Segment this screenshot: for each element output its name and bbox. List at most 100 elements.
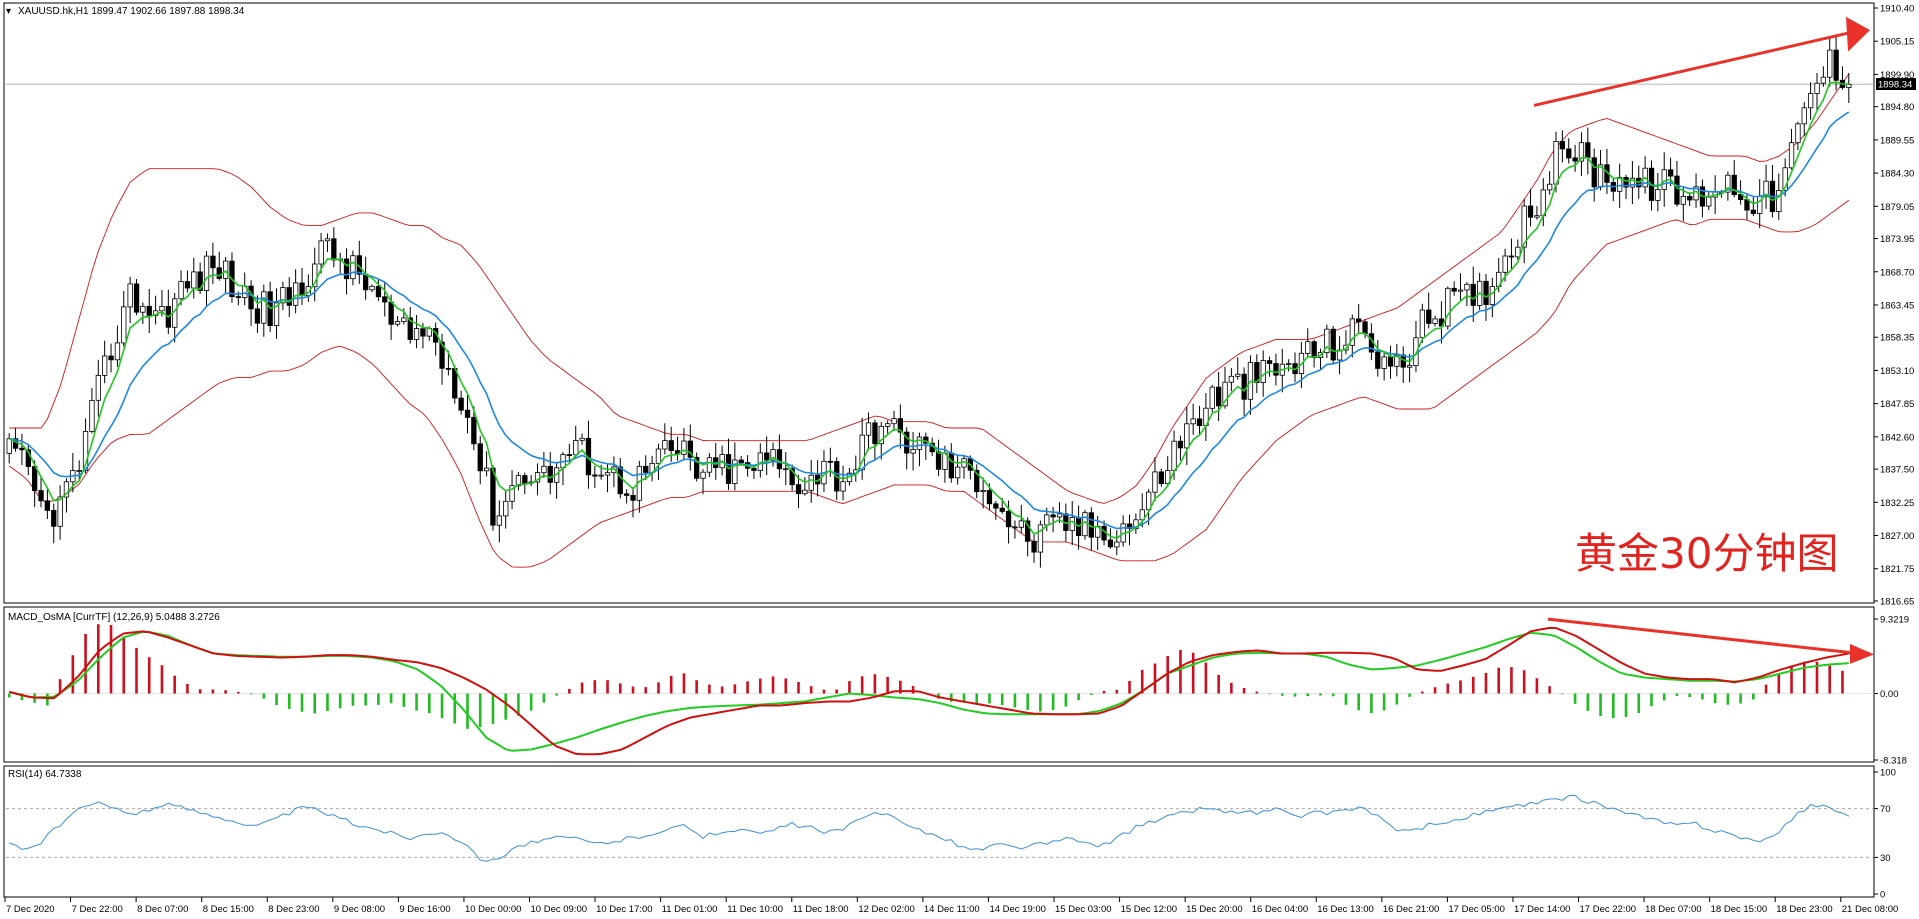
candle xyxy=(1190,403,1196,435)
candle xyxy=(1305,328,1311,357)
candle-body xyxy=(1158,471,1164,484)
candle-body xyxy=(1445,287,1451,327)
candle-body xyxy=(127,283,133,308)
candle xyxy=(1146,489,1152,525)
candle-body xyxy=(986,489,993,505)
time-axis-label: 9 Dec 08:00 xyxy=(334,904,385,915)
candle-body xyxy=(1056,513,1063,518)
candle-body xyxy=(114,342,121,361)
candle xyxy=(655,443,662,480)
candle-body xyxy=(776,449,783,470)
candle xyxy=(1273,353,1279,386)
candle xyxy=(280,281,286,311)
candle xyxy=(292,269,299,314)
candle-body xyxy=(1394,354,1400,367)
candle xyxy=(1515,239,1521,261)
candle xyxy=(1623,174,1629,200)
candle-body xyxy=(1082,512,1088,537)
candle-body xyxy=(955,466,961,479)
candle-body xyxy=(1591,157,1597,188)
candle xyxy=(1527,188,1534,227)
candle-body xyxy=(1846,83,1852,88)
candle-body xyxy=(197,271,203,291)
candle-body xyxy=(1623,176,1629,188)
candle-body xyxy=(1820,76,1826,84)
macd-trend-arrow xyxy=(1547,617,1853,655)
price-axis-label: 1879.05 xyxy=(1880,202,1914,213)
time-axis-label: 17 Dec 05:00 xyxy=(1448,904,1505,915)
candle-body xyxy=(573,439,579,456)
candle-body xyxy=(1585,142,1591,159)
candle xyxy=(95,359,101,417)
time-axis-label: 16 Dec 21:00 xyxy=(1383,904,1440,915)
candle-body xyxy=(312,263,318,288)
candle-body xyxy=(643,465,649,473)
candle-body xyxy=(76,470,82,472)
candle-body xyxy=(458,397,464,411)
candle-body xyxy=(916,436,923,450)
macd-panel xyxy=(3,606,1875,763)
candle xyxy=(1827,36,1833,87)
candle-body xyxy=(1305,341,1311,354)
candle xyxy=(706,452,713,477)
candle xyxy=(783,452,789,486)
price-layer xyxy=(6,16,1874,568)
candle xyxy=(1419,303,1425,344)
time-axis-label: 8 Dec 07:00 xyxy=(137,904,188,915)
candle xyxy=(1508,238,1515,271)
candle-body xyxy=(604,472,611,476)
candle-body xyxy=(541,465,547,474)
rsi-axis-label: 0 xyxy=(1880,890,1885,901)
collapse-triangle-icon[interactable]: ▾ xyxy=(6,6,11,17)
candle-body xyxy=(191,271,197,289)
price-axis-label: 1858.35 xyxy=(1880,333,1914,344)
time-axis-label: 18 Dec 23:00 xyxy=(1776,904,1833,915)
candle xyxy=(617,458,623,499)
candle-body xyxy=(102,355,108,376)
time-axis-label: 16 Dec 13:00 xyxy=(1317,904,1374,915)
candle-body xyxy=(38,490,44,502)
candle-body xyxy=(1782,167,1788,191)
candle xyxy=(681,428,687,461)
candle-body xyxy=(1381,356,1387,369)
candle xyxy=(1031,534,1037,563)
price-axis-label: 1821.75 xyxy=(1880,564,1914,575)
candle-body xyxy=(273,302,280,326)
candle xyxy=(318,232,324,274)
candle xyxy=(369,284,375,293)
candle xyxy=(407,306,413,344)
time-axis-label: 7 Dec 22:00 xyxy=(72,904,123,915)
candle xyxy=(114,325,121,367)
candle-body xyxy=(1527,205,1534,218)
candle xyxy=(630,487,636,518)
candle xyxy=(1349,314,1355,358)
candle-body xyxy=(1273,363,1279,376)
candle xyxy=(1018,504,1024,533)
candle xyxy=(547,452,553,495)
price-axis-label: 1905.15 xyxy=(1880,37,1914,48)
candle-body xyxy=(1629,177,1636,188)
candle xyxy=(1534,206,1540,220)
candle xyxy=(496,500,503,543)
candle-body xyxy=(216,267,222,279)
candle-body xyxy=(1534,215,1540,218)
candle xyxy=(1050,506,1056,533)
time-axis-label: 14 Dec 19:00 xyxy=(989,904,1046,915)
candle xyxy=(1731,160,1737,198)
candle-body xyxy=(980,489,986,492)
candle xyxy=(63,478,70,513)
candle-body xyxy=(1222,381,1228,407)
candle-body xyxy=(1808,93,1814,109)
candle-body xyxy=(146,305,152,316)
candle xyxy=(222,257,229,294)
candle-body xyxy=(1171,440,1177,471)
candle xyxy=(1820,66,1826,87)
candle-body xyxy=(1139,509,1145,521)
candle-body xyxy=(490,467,496,526)
candle xyxy=(1356,304,1362,334)
candle-body xyxy=(63,481,70,498)
candle xyxy=(76,460,82,481)
price-axis-label: 1894.80 xyxy=(1880,102,1914,113)
candle xyxy=(515,471,522,491)
candle-body xyxy=(369,285,375,291)
